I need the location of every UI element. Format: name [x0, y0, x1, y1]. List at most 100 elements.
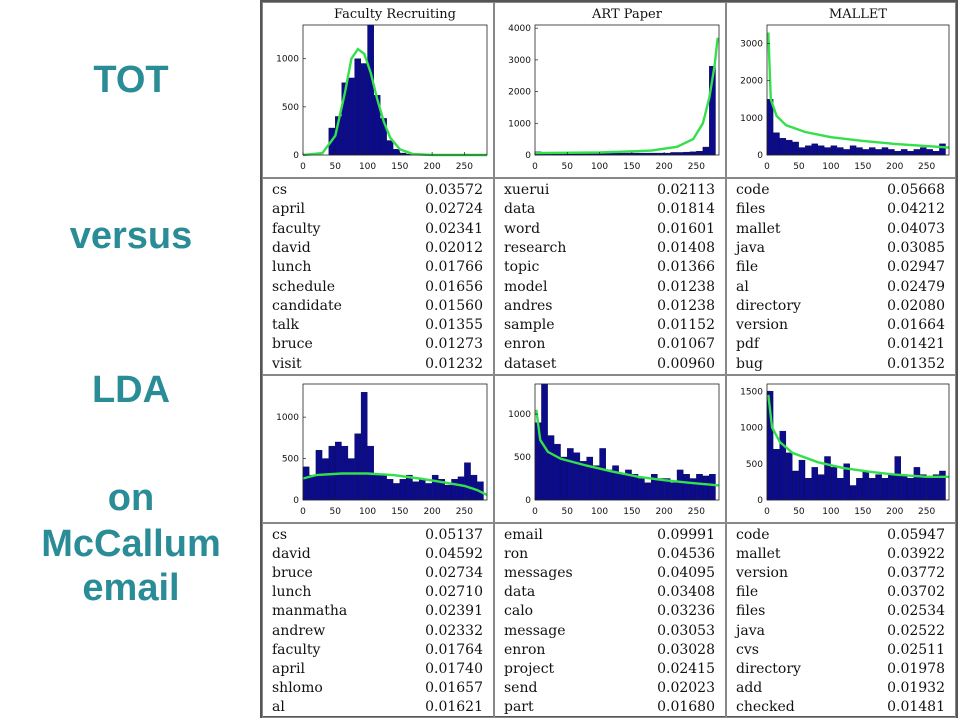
word-probability: 0.01978: [887, 660, 945, 677]
x-tick-label: 100: [359, 162, 376, 172]
word-label: april: [272, 201, 305, 218]
x-tick-label: 100: [591, 507, 608, 517]
histogram-svg: MALLET 0 50 100 150 200 250 0 1000 2000 3000: [740, 7, 950, 172]
histogram-bar: [579, 461, 587, 501]
word-probability: 0.02012: [425, 239, 483, 256]
topic-word-table: cs 0.05137 david 0.04592 bruce 0.02734 lunch 0.…: [262, 523, 494, 718]
x-tick-label: 150: [623, 162, 640, 172]
word-label: code: [736, 527, 770, 543]
word-row: faculty 0.02341: [263, 220, 493, 239]
word-probability: 0.02522: [887, 622, 945, 639]
histogram-bar: [811, 143, 818, 156]
histogram-bar: [689, 151, 697, 156]
y-tick-label: 3000: [508, 56, 531, 66]
histogram-bar: [894, 151, 902, 156]
word-label: checked: [736, 698, 795, 715]
histogram-bar: [868, 147, 876, 156]
word-probability: 0.02113: [657, 182, 715, 198]
word-label: data: [504, 584, 536, 601]
word-row: checked 0.01481: [727, 698, 955, 717]
word-row: files 0.02534: [727, 602, 955, 621]
word-row: directory 0.01978: [727, 660, 955, 679]
histogram-bar: [560, 456, 568, 501]
word-label: david: [272, 546, 311, 563]
density-curve: [535, 409, 720, 487]
word-row: lunch 0.02710: [263, 583, 493, 602]
word-label: cs: [272, 527, 288, 543]
word-row: calo 0.03236: [495, 602, 725, 621]
word-row: bruce 0.01273: [263, 335, 493, 354]
histogram-bar: [907, 151, 914, 156]
word-label: add: [736, 679, 763, 696]
histogram-bar: [586, 456, 594, 501]
histogram-bar: [360, 392, 368, 501]
word-label: candidate: [272, 297, 342, 314]
word-label: april: [272, 660, 305, 677]
y-tick-label: 500: [282, 455, 299, 465]
histogram-bar: [881, 147, 889, 156]
side-title-line-email: email: [82, 567, 180, 609]
word-row: candidate 0.01560: [263, 297, 493, 316]
x-tick-label: 100: [591, 162, 608, 172]
word-label: sample: [504, 317, 555, 334]
x-tick-label: 150: [391, 507, 408, 517]
x-tick-label: 200: [424, 162, 441, 172]
word-row: david 0.04592: [263, 545, 493, 564]
word-probability: 0.03702: [887, 584, 945, 601]
word-row: java 0.02522: [727, 622, 955, 641]
x-tick-label: 200: [886, 162, 903, 172]
word-row: cs 0.05137: [263, 526, 493, 545]
word-probability: 0.03922: [887, 546, 945, 563]
topic-word-table: code 0.05668 files 0.04212 mallet 0.04073 java…: [726, 178, 956, 375]
word-label: file: [736, 259, 759, 276]
topic-word-table: code 0.05947 mallet 0.03922 version 0.03772 fi…: [726, 523, 956, 718]
word-probability: 0.02511: [887, 641, 945, 658]
histogram-bar: [856, 147, 863, 156]
word-row: ron 0.04536: [495, 545, 725, 564]
word-probability: 0.01766: [425, 259, 483, 276]
word-label: andres: [504, 297, 553, 314]
histogram-bar: [631, 474, 639, 501]
lda-histogram-panel: 0 50 100 150 200 250 0 500 1000: [262, 375, 494, 523]
word-probability: 0.05947: [887, 527, 945, 543]
y-tick-label: 1000: [508, 410, 531, 420]
word-row: java 0.03085: [727, 239, 955, 258]
word-probability: 0.02947: [887, 259, 945, 276]
word-probability: 0.01067: [657, 336, 715, 353]
word-label: data: [504, 201, 536, 218]
word-row: lunch 0.01766: [263, 258, 493, 277]
lda-histogram-panel: 0 50 100 150 200 250 0 500 1000: [494, 375, 726, 523]
tot-histogram-panel: Faculty Recruiting 0 50 100 150 200 250 0 500 100…: [262, 2, 494, 178]
word-label: al: [736, 278, 749, 295]
histogram-bar: [913, 149, 921, 156]
y-tick-label: 0: [525, 151, 531, 161]
histogram-bar: [373, 474, 381, 501]
side-title-line-lda: LDA: [91, 369, 171, 411]
histogram-bar: [920, 147, 927, 156]
word-row: topic 0.01366: [495, 258, 725, 277]
histogram-bar: [399, 479, 407, 501]
y-tick-label: 0: [757, 151, 763, 161]
word-probability: 0.03408: [657, 584, 715, 601]
word-row: file 0.03702: [727, 583, 955, 602]
y-tick-label: 1000: [740, 114, 763, 124]
word-row: code 0.05668: [727, 181, 955, 200]
y-tick-label: 2000: [508, 88, 531, 98]
word-probability: 0.02080: [887, 297, 945, 314]
histogram-bar: [881, 478, 889, 501]
word-label: topic: [504, 259, 540, 276]
x-tick-label: 150: [854, 507, 871, 517]
histogram-bar: [926, 149, 933, 156]
density-curve: [767, 394, 949, 478]
histogram-bar: [431, 474, 439, 501]
word-probability: 0.03236: [657, 603, 715, 620]
word-row: data 0.03408: [495, 583, 725, 602]
word-row: bruce 0.02734: [263, 564, 493, 583]
y-tick-label: 0: [757, 496, 763, 506]
x-tick-label: 200: [424, 507, 441, 517]
word-label: mallet: [736, 220, 781, 237]
histogram-bar: [932, 151, 940, 156]
histogram-bar: [347, 77, 355, 156]
y-tick-label: 4000: [508, 24, 531, 34]
word-row: messages 0.04095: [495, 564, 725, 583]
